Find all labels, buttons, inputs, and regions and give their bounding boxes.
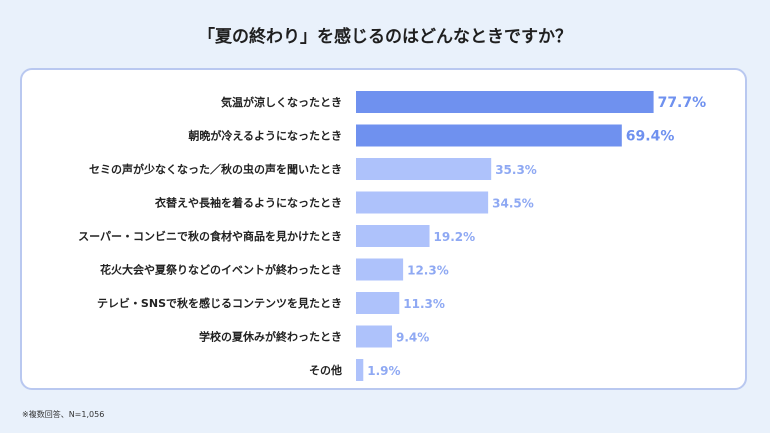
bar: [356, 258, 404, 281]
chart-title: 「夏の終わり」を感じるのはどんなときですか？: [198, 27, 572, 47]
value-label: 19.2%: [434, 230, 476, 244]
category-label: 花火大会や夏祭りなどのイベントが終わったとき: [100, 263, 342, 277]
bar: [356, 292, 400, 314]
value-label: 35.3%: [495, 163, 537, 177]
category-label: その他: [309, 363, 342, 377]
category-label: 学校の夏休みが終わったとき: [199, 330, 342, 344]
category-label: 気温が涼しくなったとき: [221, 95, 342, 109]
value-label: 69.4%: [626, 129, 675, 145]
bar: [356, 91, 654, 113]
bar: [356, 191, 489, 214]
bar: [356, 325, 393, 348]
bar: [356, 124, 622, 147]
value-label: 12.3%: [407, 264, 449, 278]
value-label: 11.3%: [403, 297, 445, 311]
bar: [356, 158, 492, 180]
chart-card: 気温が涼しくなったとき 77.7% 朝晩が冷えるようになったとき 69.4% セミの声が…: [20, 68, 747, 390]
value-label: 9.4%: [396, 331, 429, 345]
value-label: 34.5%: [492, 197, 534, 211]
value-label: 1.9%: [367, 364, 400, 378]
category-label: セミの声が少なくなった／秋の虫の声を聞いたとき: [89, 162, 342, 176]
bar: [356, 225, 430, 247]
category-label: 朝晩が冷えるようになったとき: [188, 129, 342, 143]
footnote: ※複数回答、N=1,056: [22, 410, 105, 419]
value-label: 77.7%: [658, 95, 707, 111]
bar-chart: 気温が涼しくなったとき 77.7% 朝晩が冷えるようになったとき 69.4% セミの声が…: [78, 91, 707, 381]
category-label: テレビ・SNSで秋を感じるコンテンツを見たとき: [97, 296, 342, 310]
category-label: 衣替えや長袖を着るようになったとき: [155, 196, 342, 210]
bar: [356, 359, 364, 381]
category-label: スーパー・コンビニで秋の食材や商品を見かけたとき: [78, 229, 342, 243]
